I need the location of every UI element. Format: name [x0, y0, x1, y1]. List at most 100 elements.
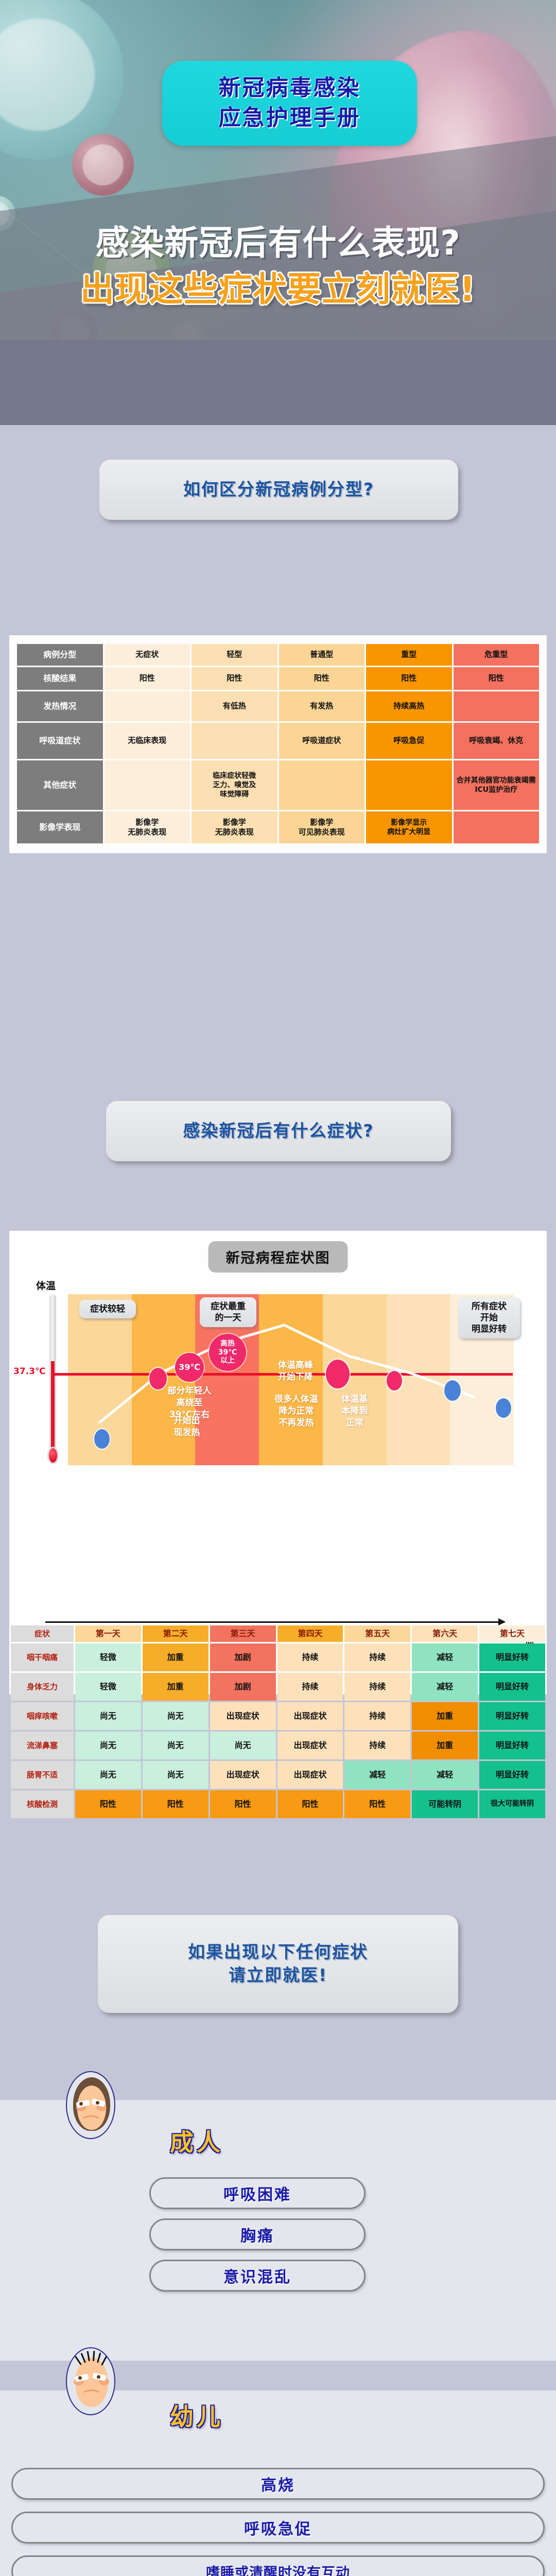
chart-tag-mild: 症状较轻 — [79, 1300, 136, 1319]
chart-point-day7 — [496, 1398, 511, 1418]
table-cell: 加剧 — [210, 1673, 276, 1701]
table-cell: 轻微 — [75, 1673, 141, 1701]
table-row-label: 咽干咽痛 — [11, 1643, 74, 1671]
table-cell — [192, 723, 277, 759]
hero-bottom-band — [0, 340, 556, 425]
table-row: 核酸检测 阳性 阳性 阳性 阳性 阳性 可能转阴 很大可能转阴 — [11, 1790, 545, 1818]
table-cell: 很大可能转阴 — [479, 1790, 545, 1818]
classification-table: 病例分型 无症状 轻型 普通型 重型 危重型 核酸结果 阳性 阳性 阳性 阳性 阳性 发热情况 有低热 有发… — [15, 642, 541, 845]
table-column-header: 第六天 — [412, 1625, 478, 1642]
table-cell: 有低热 — [192, 691, 277, 721]
table-cell: 影像学 无肺炎表现 — [192, 811, 277, 843]
adult-symptom-text: 胸痛 — [240, 2227, 274, 2245]
adult-avatar — [66, 2071, 115, 2139]
chart-note-normal-temp: 很多人体温 降为正常 不再发热 — [274, 1394, 318, 1428]
table-cell: 阳性 — [104, 667, 190, 690]
table-row: 呼吸道症状 无临床表现 呼吸道症状 呼吸急促 呼吸衰竭、休克 — [17, 723, 539, 759]
table-row-label: 发热情况 — [17, 691, 103, 721]
section-title-warning: 如果出现以下任何症状 请立即就医! — [98, 1915, 458, 2013]
section-title-text-line2: 请立即就医! — [228, 1965, 328, 1985]
table-cell: 持续 — [277, 1643, 343, 1671]
symptom-table-wrapper: 症状 第一天 第二天 第三天 第四天 第五天 第六天 第七天 咽干咽痛 轻微 加重 加剧 持续 持续 减轻明… — [9, 1624, 547, 1820]
table-cell: 合并其他器官功能衰竭需ICU监护治疗 — [453, 760, 539, 810]
table-cell: 尚无 — [75, 1732, 141, 1759]
table-row: 其他症状 临床症状轻微 乏力、嗅觉及 味觉障碍 合并其他器官功能衰竭需ICU监护治疗 — [17, 760, 539, 810]
table-cell: 呼吸急促 — [366, 723, 452, 759]
table-column-header: 第三天 — [210, 1625, 276, 1642]
table-row-label: 流涕鼻塞 — [11, 1732, 74, 1759]
table-row: 影像学表现 影像学 无肺炎表现 影像学 无肺炎表现 影像学 可见肺炎表现 影像学显示 病灶扩大明… — [17, 811, 539, 843]
symptom-table: 症状 第一天 第二天 第三天 第四天 第五天 第六天 第七天 咽干咽痛 轻微 加重 加剧 持续 持续 减轻明… — [9, 1624, 547, 1820]
table-cell: 加重 — [142, 1673, 208, 1701]
table-column-header: 危重型 — [453, 644, 539, 666]
table-cell: 无临床表现 — [104, 723, 190, 759]
table-cell: 阳性 — [192, 667, 277, 690]
table-row-label: 其他症状 — [17, 760, 103, 810]
table-cell: 加重 — [142, 1643, 208, 1671]
table-cell: 明显好转 — [479, 1732, 545, 1759]
table-cell: 尚无 — [142, 1702, 208, 1730]
table-cell: 出现症状 — [210, 1761, 276, 1789]
adult-symptom-item-1: 胸痛 — [149, 2218, 366, 2250]
title-line-2: 应急护理手册 — [218, 105, 361, 131]
table-column-header: 第四天 — [277, 1625, 343, 1642]
adult-symptom-item-2: 意识混乱 — [149, 2260, 366, 2292]
chart-note-peak-drop: 体温高峰 开始下降 — [278, 1360, 313, 1382]
table-cell — [104, 760, 190, 810]
table-cell — [104, 691, 190, 721]
table-cell: 影像学 可见肺炎表现 — [279, 811, 364, 843]
table-cell: 明显好转 — [479, 1673, 545, 1701]
adult-label: 成人 — [170, 2128, 223, 2156]
table-column-header: 普通型 — [279, 644, 364, 666]
table-cell: 减轻 — [412, 1643, 478, 1671]
table-row: 症状 第一天 第二天 第三天 第四天 第五天 第六天 第七天 — [11, 1625, 545, 1642]
table-cell: 减轻 — [412, 1761, 478, 1789]
section-title-symptoms: 感染新冠后有什么症状? — [106, 1101, 451, 1161]
table-row: 流涕鼻塞 尚无 尚无 尚无 出现症状 持续 加重 明显好转 — [11, 1732, 545, 1759]
chart-note-young-adults: 部分年轻人 高烧至 39℃左右 — [167, 1386, 212, 1420]
chart-y-axis-label: 体温 — [36, 1280, 56, 1292]
section-title-text: 感染新冠后有什么症状? — [183, 1121, 374, 1141]
adult-symptom-text: 呼吸困难 — [223, 2186, 291, 2204]
child-symptom-text: 呼吸急促 — [244, 2520, 312, 2538]
table-corner-label: 病例分型 — [17, 644, 103, 666]
adult-symptom-item-0: 呼吸困难 — [149, 2177, 366, 2209]
chart-point-day1 — [94, 1429, 110, 1449]
chart-title: 新冠病程症状图 — [208, 1241, 348, 1273]
table-cell: 影像学显示 病灶扩大明显 — [366, 811, 452, 843]
table-row: 肠胃不适 尚无 尚无 出现症状 出现症状 减轻 减轻 明显好转 — [11, 1761, 545, 1789]
table-cell: 减轻 — [344, 1761, 411, 1789]
table-row-label: 咽痒咳嗽 — [11, 1702, 74, 1730]
table-cell: 轻微 — [75, 1643, 141, 1671]
section-title-text-line1: 如果出现以下任何症状 — [188, 1942, 368, 1962]
threshold-label: 37.3℃ — [13, 1366, 46, 1377]
table-cell: 减轻 — [412, 1673, 478, 1701]
chart-note-back-to-normal: 体温基 本降到 正常 — [341, 1394, 368, 1428]
table-row: 病例分型 无症状 轻型 普通型 重型 危重型 — [17, 644, 539, 666]
table-cell: 阳性 — [142, 1790, 208, 1818]
table-cell: 有发热 — [279, 691, 364, 721]
table-cell: 阳性 — [453, 667, 539, 690]
table-cell: 明显好转 — [479, 1702, 545, 1730]
table-cell: 尚无 — [142, 1732, 208, 1759]
child-symptom-item-2: 嗜睡或清醒时没有互动 — [11, 2555, 545, 2576]
table-cell: 阳性 — [210, 1790, 276, 1818]
table-column-header: 第五天 — [344, 1625, 411, 1642]
table-cell: 加重 — [412, 1732, 478, 1759]
table-corner-label: 症状 — [11, 1625, 74, 1642]
table-row: 咽干咽痛 轻微 加重 加剧 持续 持续 减轻 明显好转 — [11, 1643, 545, 1671]
table-cell: 呼吸衰竭、休克 — [453, 723, 539, 759]
table-cell: 加重 — [412, 1702, 478, 1730]
table-cell: 出现症状 — [210, 1702, 276, 1730]
table-cell — [279, 760, 364, 810]
table-row: 身体乏力 轻微 加重 加剧 持续 持续 减轻 明显好转 — [11, 1673, 545, 1701]
table-row-label: 核酸结果 — [17, 667, 103, 690]
table-row-label: 肠胃不适 — [11, 1761, 74, 1789]
hero-headline-2: 出现这些症状要立刻就医! — [80, 269, 476, 309]
chart-bubble-39: 39℃ — [175, 1353, 204, 1382]
child-symptom-text: 高烧 — [261, 2477, 295, 2495]
chart-bubble-high-fever: 高热 39℃ 以上 — [209, 1334, 246, 1371]
table-cell: 尚无 — [142, 1761, 208, 1789]
table-cell: 可能转阴 — [412, 1790, 478, 1818]
